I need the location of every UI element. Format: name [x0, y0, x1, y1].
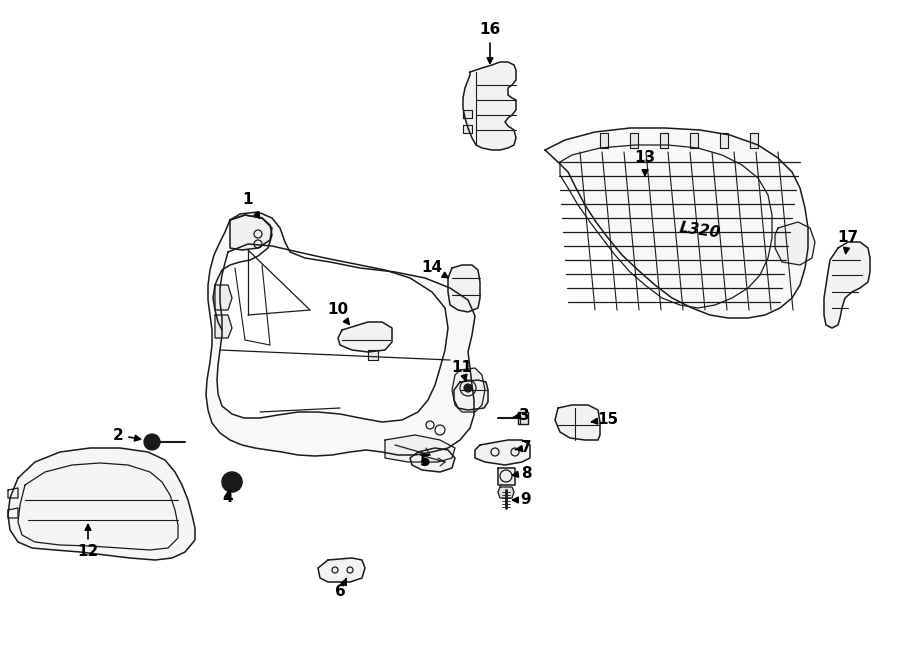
- Text: L320: L320: [679, 219, 722, 241]
- Polygon shape: [463, 125, 472, 133]
- Polygon shape: [8, 448, 195, 560]
- Polygon shape: [555, 405, 600, 440]
- Circle shape: [144, 434, 160, 450]
- Text: 1: 1: [243, 192, 259, 218]
- Text: 16: 16: [480, 22, 500, 63]
- Text: 12: 12: [77, 525, 99, 559]
- Circle shape: [226, 476, 238, 488]
- Polygon shape: [318, 558, 365, 582]
- Text: 14: 14: [421, 260, 448, 278]
- Polygon shape: [206, 212, 475, 456]
- Polygon shape: [824, 242, 870, 328]
- Text: 13: 13: [634, 151, 655, 175]
- Text: 11: 11: [452, 360, 472, 381]
- Polygon shape: [410, 448, 455, 472]
- Polygon shape: [660, 133, 668, 148]
- Polygon shape: [452, 368, 485, 412]
- Polygon shape: [215, 285, 232, 310]
- Circle shape: [464, 384, 472, 392]
- Circle shape: [222, 472, 242, 492]
- Polygon shape: [230, 215, 272, 250]
- Text: 8: 8: [513, 465, 531, 481]
- Text: 4: 4: [222, 490, 233, 504]
- Polygon shape: [448, 265, 480, 312]
- Polygon shape: [463, 62, 516, 150]
- Text: 17: 17: [837, 231, 859, 253]
- Polygon shape: [215, 315, 232, 338]
- Polygon shape: [385, 435, 455, 462]
- Polygon shape: [690, 133, 698, 148]
- Text: 3: 3: [513, 407, 529, 422]
- Text: 7: 7: [515, 440, 531, 455]
- Polygon shape: [518, 412, 528, 424]
- Text: 10: 10: [328, 303, 349, 325]
- Polygon shape: [498, 468, 515, 485]
- Text: 6: 6: [335, 579, 346, 600]
- Polygon shape: [454, 380, 488, 410]
- Polygon shape: [498, 487, 514, 498]
- Polygon shape: [750, 133, 758, 148]
- Polygon shape: [630, 133, 638, 148]
- Polygon shape: [775, 222, 815, 265]
- Polygon shape: [600, 133, 608, 148]
- Polygon shape: [217, 244, 448, 422]
- Polygon shape: [545, 128, 808, 318]
- Text: 5: 5: [419, 455, 430, 469]
- Polygon shape: [368, 350, 378, 360]
- Polygon shape: [475, 440, 530, 465]
- Text: 15: 15: [591, 412, 618, 428]
- Text: 9: 9: [513, 492, 531, 508]
- Polygon shape: [338, 322, 392, 352]
- Text: 2: 2: [112, 428, 140, 442]
- Polygon shape: [720, 133, 728, 148]
- Polygon shape: [463, 110, 472, 118]
